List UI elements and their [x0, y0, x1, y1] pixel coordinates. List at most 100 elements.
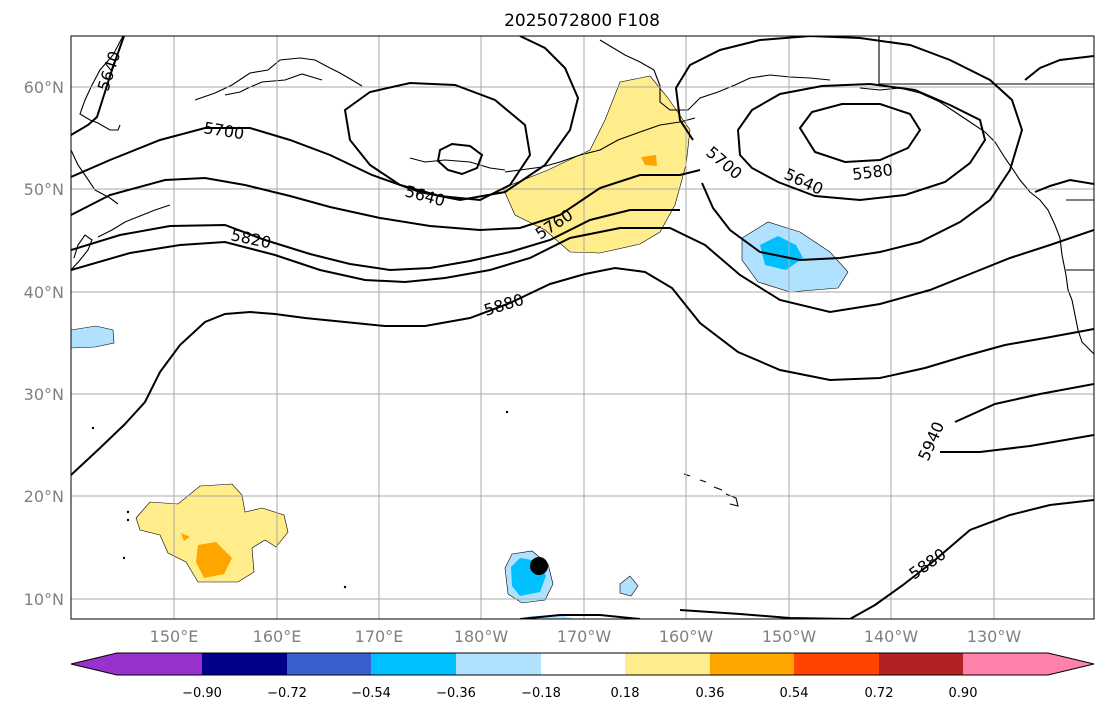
longitude-labels: 150°E 160°E 170°E 180°W 170°W 160°W 150°…: [150, 627, 1022, 646]
contour-5880-southeast: [519, 499, 1094, 619]
lon-label-160w: 160°W: [659, 627, 714, 646]
contour-5760: [71, 169, 701, 232]
contour-5940-a: [954, 383, 1094, 423]
colorbar-swatch-10: [879, 653, 963, 675]
contour-5700-west: [71, 36, 580, 202]
contour-label-5940: 5940: [914, 419, 948, 464]
contour-label-5820: 5820: [229, 225, 273, 252]
lon-label-130w: 130°W: [967, 627, 1022, 646]
graticule: [71, 36, 1094, 619]
map-area: 5640 5700 5640 5820 5760 5700 5640 5580 …: [71, 36, 1094, 619]
contour-5880-east: [1034, 178, 1094, 193]
colorbar-extend-min: [71, 653, 117, 675]
contour-5940-b: [940, 434, 1094, 453]
bering-siberia-coast: [194, 57, 363, 101]
lat-label-40n: 40°N: [24, 283, 64, 302]
negative-anomaly-japan: [71, 325, 115, 349]
west-coast-na: [1065, 274, 1094, 355]
contour-5640-low: [343, 81, 532, 202]
negative-anomaly-core-gulf: [760, 236, 803, 270]
colorbar-tick-labels: −0.90 −0.72 −0.54 −0.36 −0.18 0.18 0.36 …: [182, 686, 977, 701]
colorbar-swatch-3: [287, 653, 371, 675]
okhotsk-coast: [71, 149, 119, 205]
lon-label-180w: 180°W: [454, 627, 509, 646]
contour-5700-east: [674, 36, 1024, 262]
contour-5880: [71, 266, 1094, 476]
contour-5580-small-low: [436, 142, 484, 176]
lon-label-150w: 150°W: [762, 627, 817, 646]
colorbar-tick-8: 0.54: [780, 686, 809, 701]
colorbar: −0.90 −0.72 −0.54 −0.36 −0.18 0.18 0.36 …: [70, 652, 1095, 701]
small-island-1: [91, 426, 95, 430]
contour-label-5700-west: 5700: [202, 118, 245, 143]
storm-center-marker: [530, 557, 548, 575]
lon-label-160e: 160°E: [253, 627, 302, 646]
colorbar-swatch-11: [963, 653, 1048, 675]
contour-labels: 5640 5700 5640 5820 5760 5700 5640 5580 …: [94, 49, 950, 584]
height-contours: [71, 36, 1094, 619]
colorbar-tick-5: −0.18: [521, 686, 561, 701]
contour-label-5880: 5880: [482, 290, 526, 320]
colorbar-tick-6: 0.18: [611, 686, 640, 701]
colorbar-swatch-6: [541, 653, 625, 675]
colorbar-swatch-4: [371, 653, 456, 675]
border-canada-usa: [1066, 199, 1094, 271]
lat-label-20n: 20°N: [24, 487, 64, 506]
contour-5580-east: [798, 103, 922, 164]
lon-label-140w: 140°W: [864, 627, 919, 646]
contour-5820: [71, 209, 680, 272]
colorbar-tick-10: 0.90: [949, 686, 978, 701]
japan-coast: [71, 234, 93, 271]
contour-label-5580-east: 5580: [851, 160, 894, 184]
colorbar-tick-9: 0.72: [865, 686, 894, 701]
contour-5640-northeast: [1024, 55, 1094, 81]
lat-label-50n: 50°N: [24, 180, 64, 199]
colorbar-tick-3: −0.54: [351, 686, 391, 701]
hawaii-islands: [683, 473, 739, 507]
positive-anomaly-north-pacific: [502, 75, 691, 254]
lat-label-10n: 10°N: [24, 590, 64, 609]
contour-label-5640-low: 5640: [403, 182, 447, 211]
chukotka-coast: [224, 73, 323, 96]
kuril-islands: [97, 204, 171, 238]
contour-5640-west: [71, 36, 125, 136]
latitude-labels: 60°N 50°N 40°N 30°N 20°N 10°N: [24, 78, 64, 609]
alaska-peninsula: [504, 117, 696, 173]
colorbar-swatch-7: [625, 653, 710, 675]
colorbar-swatch-8: [710, 653, 794, 675]
colorbar-extend-max: [1048, 653, 1094, 675]
contour-label-5880-southeast: 5880: [905, 544, 949, 583]
map-title: 2025072800 F108: [504, 11, 660, 31]
small-island-3: [343, 585, 347, 589]
positive-anomaly-core-west-small: [181, 533, 190, 541]
colorbar-tick-2: −0.72: [267, 686, 307, 701]
lon-label-170e: 170°E: [355, 627, 404, 646]
contour-5820-2: [71, 227, 1094, 314]
map-frame: [70, 35, 1095, 620]
positive-anomaly-core-west: [196, 542, 232, 578]
coastlines: [71, 36, 1094, 589]
lat-label-60n: 60°N: [24, 78, 64, 97]
mariana-island-2: [126, 518, 130, 522]
colorbar-tick-7: 0.36: [696, 686, 725, 701]
lon-label-170w: 170°W: [557, 627, 612, 646]
alaska-west-coast: [599, 39, 831, 111]
mariana-island-1: [126, 510, 130, 514]
border-canada-alaska: [878, 36, 1094, 85]
colorbar-swatch-2: [202, 653, 287, 675]
colorbar-tick-1: −0.90: [182, 686, 222, 701]
colorbar-outline: [70, 652, 1095, 676]
positive-anomaly-core-north: [641, 155, 657, 166]
kamchatka-coast: [79, 36, 124, 131]
colorbar-swatch-1: [117, 653, 202, 675]
colorbar-swatch-9: [794, 653, 879, 675]
colorbar-tick-4: −0.36: [436, 686, 476, 701]
colorbar-swatch-5: [456, 653, 541, 675]
lon-label-150e: 150°E: [150, 627, 199, 646]
aleutian-islands: [409, 157, 506, 171]
lat-label-30n: 30°N: [24, 385, 64, 404]
contour-label-5640-east: 5640: [781, 164, 826, 198]
negative-anomaly-small: [619, 575, 639, 597]
